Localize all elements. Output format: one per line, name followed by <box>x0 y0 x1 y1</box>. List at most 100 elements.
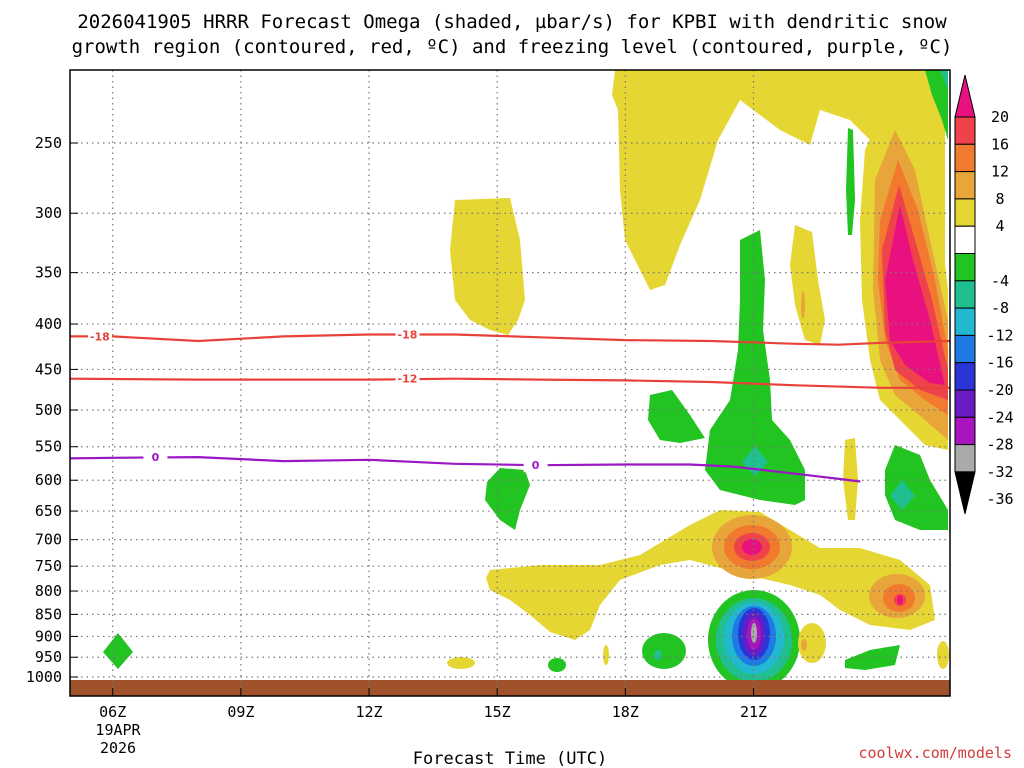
y-tick-label: 400 <box>35 315 62 333</box>
colorbar-bin <box>954 389 976 418</box>
colorbar-label: -12 <box>986 326 1013 344</box>
contour-label: 0 <box>532 459 540 472</box>
omega-region-green-column <box>705 230 805 505</box>
colorbar-label: -24 <box>986 408 1013 426</box>
x-tick-label: 06Z <box>99 703 126 721</box>
omega-upper-right-magenta <box>885 205 945 385</box>
x-axis-ticks: 06Z 09Z 12Z 15Z 18Z 21Z <box>99 688 767 721</box>
y-tick-label: 450 <box>35 360 62 378</box>
y-tick-label: 900 <box>35 627 62 645</box>
colorbar-label: 12 <box>991 163 1009 181</box>
omega-region-green-thin <box>846 128 855 235</box>
ground-surface <box>70 680 950 696</box>
omega-region-upper-small <box>450 198 525 335</box>
y-tick-label: 300 <box>35 204 62 222</box>
chart-title-line-1: 2026041905 HRRR Forecast Omega (shaded, … <box>77 11 947 33</box>
omega-region-green-edge <box>925 70 948 140</box>
colorbar-label: -8 <box>991 299 1009 317</box>
colorbar-label: -36 <box>986 490 1013 508</box>
colorbar-bin <box>954 307 976 336</box>
contour-label-bg <box>523 458 548 473</box>
source-credit: coolwx.com/models <box>858 744 1012 762</box>
colorbar-bin <box>954 444 976 473</box>
omega-shading <box>70 70 950 696</box>
colorbar-top-arrow <box>954 74 976 118</box>
colorbar-label: -20 <box>986 381 1013 399</box>
colorbar-bin <box>954 253 976 282</box>
chart-title-line-2: growth region (contoured, red, ºC) and f… <box>72 36 953 58</box>
omega-region-yellow-20z <box>790 225 825 345</box>
y-tick-label: 600 <box>35 471 62 489</box>
omega-region-green-mid <box>648 390 705 443</box>
colorbar-bin <box>954 334 976 364</box>
x-tick-label: 12Z <box>355 703 382 721</box>
colorbar-bin <box>954 143 976 173</box>
grid <box>70 70 950 696</box>
contour-line <box>70 333 951 346</box>
omega-spot-yellow-20z <box>798 623 826 663</box>
x-tick-label: 15Z <box>484 703 511 721</box>
contour-label-bg <box>143 450 168 465</box>
colorbar-bin <box>954 171 976 200</box>
x-tick-label: 09Z <box>227 703 254 721</box>
omega-spot-06z-green <box>103 633 133 669</box>
y-tick-label: 350 <box>35 264 62 282</box>
colorbar-label: -16 <box>986 354 1013 372</box>
contour-label: -18 <box>398 328 418 341</box>
contour-label-bg <box>395 327 420 342</box>
omega-region-yellow-lowband <box>486 510 935 640</box>
colorbar-bin <box>954 362 976 391</box>
omega-region-green-sliver <box>940 70 948 90</box>
omega-spot-yellow-13z <box>447 657 475 669</box>
omega-region-green-right <box>885 445 948 530</box>
contours: -18 -18 -12 0 0 <box>69 327 951 483</box>
omega-spot-orange-20z-upper <box>801 291 805 319</box>
colorbar-bottom-arrow <box>954 471 976 515</box>
omega-max-19z-magenta <box>742 539 762 555</box>
colorbar-bin <box>954 225 976 254</box>
y-tick-label: 650 <box>35 502 62 520</box>
y-tick-label: 500 <box>35 401 62 419</box>
y-tick-label: 1000 <box>26 668 62 686</box>
omega-region-green-left <box>485 468 530 530</box>
colorbar-label: -32 <box>986 463 1013 481</box>
y-tick-label: 800 <box>35 582 62 600</box>
contour-line <box>69 455 861 483</box>
date-label-year: 2026 <box>100 739 136 757</box>
y-tick-label: 750 <box>35 557 62 575</box>
contour-line <box>69 377 950 389</box>
omega-spot-green-15z <box>548 658 566 672</box>
colorbar: 20 16 12 8 4 -4 -8 -12 -16 -20 -24 -28 -32 -36 <box>954 74 1014 515</box>
date-label-month: 19APR <box>95 721 141 739</box>
omega-spot-yellow-16z <box>603 645 609 665</box>
contour-label-bg <box>87 329 112 344</box>
y-tick-label: 250 <box>35 134 62 152</box>
contour-label: 0 <box>152 451 160 464</box>
x-tick-label: 21Z <box>740 703 767 721</box>
y-tick-label: 850 <box>35 605 62 623</box>
contour-label: -12 <box>398 373 418 386</box>
omega-region-ascent-aloft <box>612 70 945 300</box>
omega-spot-green-17z <box>642 633 686 669</box>
y-tick-label: 700 <box>35 531 62 549</box>
colorbar-label: 16 <box>991 135 1009 153</box>
omega-spot-yellow-22z <box>937 641 949 669</box>
colorbar-label: -28 <box>986 436 1013 454</box>
colorbar-label: -4 <box>991 272 1009 290</box>
contour-label-bg <box>395 371 420 386</box>
colorbar-label: 20 <box>991 108 1009 126</box>
omega-spot-green-21z <box>845 645 900 670</box>
omega-min-19z-gray <box>751 623 757 643</box>
y-tick-label: 550 <box>35 438 62 456</box>
colorbar-bin <box>954 416 976 446</box>
omega-spot-orange-20z <box>801 639 807 651</box>
colorbar-bin <box>954 198 976 227</box>
omega-region-yellow-21z <box>843 438 858 520</box>
colorbar-label: 4 <box>995 217 1004 235</box>
x-axis-label: Forecast Time (UTC) <box>413 749 607 768</box>
omega-spot-22z-teal <box>890 480 915 510</box>
x-tick-label: 18Z <box>612 703 639 721</box>
y-axis-ticks: 250 300 350 400 450 500 550 600 650 700 750 800 850 9… <box>26 134 78 686</box>
y-tick-label: 950 <box>35 648 62 666</box>
